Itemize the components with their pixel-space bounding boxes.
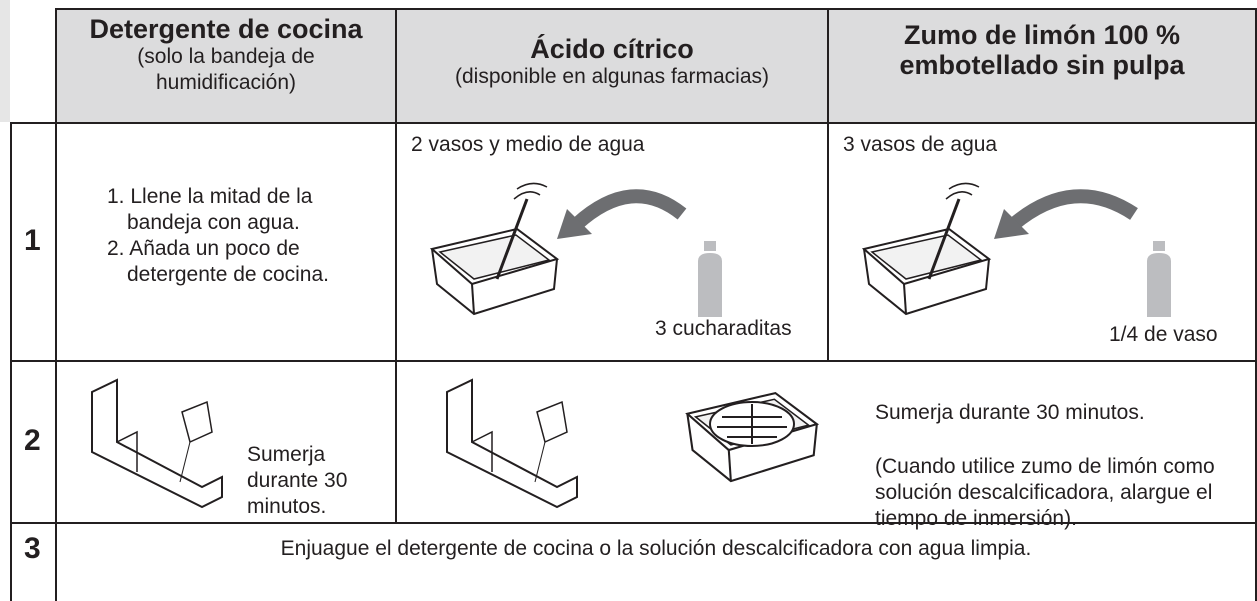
- soak-text: Sumerja durante 30 minutos.: [875, 401, 1145, 424]
- step: 2. Añada un poco de detergente de cocina…: [107, 237, 329, 286]
- row-number-cell: 1: [10, 122, 57, 362]
- row-number-cell: 3: [10, 522, 57, 601]
- cell: Sumerja durante 30 minutos.: [55, 360, 397, 524]
- cell: 1. Llene la mitad de la bandeja con agua…: [55, 122, 397, 362]
- step: 1. Llene la mitad de la bandeja con agua…: [107, 185, 313, 234]
- illustration: [91, 379, 223, 508]
- corner: [0, 0, 10, 122]
- row-number: 1: [24, 224, 41, 257]
- header-cell: Zumo de limón 100 % embotellado sin pulp…: [827, 8, 1257, 124]
- note: (Cuando utilice zumo de limón como soluc…: [875, 455, 1215, 530]
- water-amount: 2 vasos y medio de agua: [411, 133, 645, 156]
- acid-amount: 3 cucharaditas: [655, 317, 792, 340]
- illustration: [431, 182, 722, 317]
- water-amount: 3 vasos de agua: [843, 133, 998, 156]
- header-title: Detergente de cocina: [89, 14, 363, 44]
- illustration: [446, 379, 578, 508]
- cell: Enjuague el detergente de cocina o la so…: [55, 522, 1257, 601]
- illustration: [686, 392, 818, 483]
- row-number-cell: 2: [10, 360, 57, 524]
- row-number: 3: [24, 532, 41, 565]
- header-subtitle: (disponible en algunas farmacias): [454, 65, 769, 88]
- header-cell: Ácido cítrico (disponible en algunas far…: [395, 8, 829, 124]
- soak-text: Sumerja durante 30 minutos.: [247, 443, 348, 518]
- illustration: [863, 182, 1171, 317]
- header-cell: Detergente de cocina (solo la bandeja de…: [55, 8, 397, 124]
- rinse-text: Enjuague el detergente de cocina o la so…: [280, 537, 1032, 560]
- row-number: 2: [24, 424, 41, 457]
- cell: 2 vasos y medio de agua 3 cucharaditas: [395, 122, 829, 362]
- header-title: Ácido cítrico: [530, 34, 694, 64]
- header-title: Zumo de limón 100 % embotellado sin pulp…: [899, 20, 1185, 80]
- cell: Sumerja durante 30 minutos. (Cuando util…: [395, 360, 1257, 530]
- header-subtitle: (solo la bandeja de humidificación): [137, 45, 315, 94]
- cell: 3 vasos de agua 1/4 de vaso: [827, 122, 1257, 362]
- lemon-amount: 1/4 de vaso: [1109, 323, 1218, 346]
